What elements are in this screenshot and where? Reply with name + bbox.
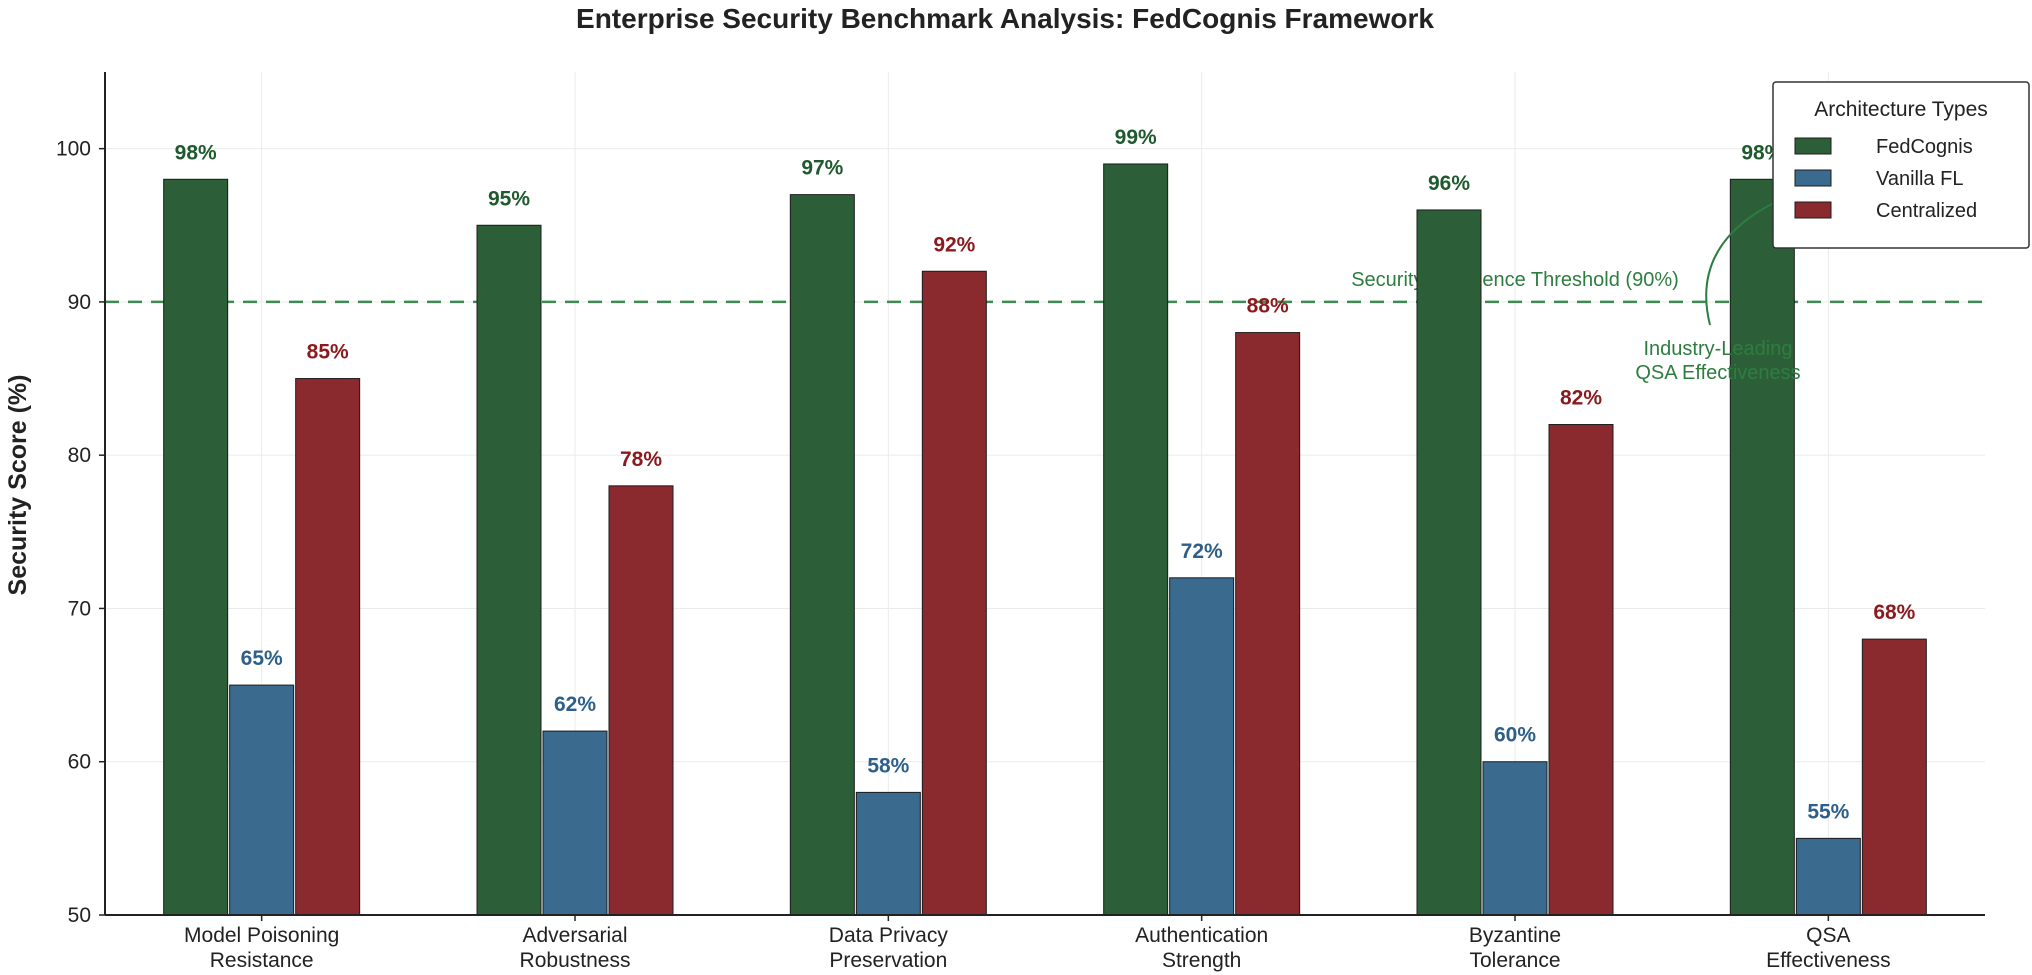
annotation-group: Industry-Leading QSA Effectiveness: [1635, 183, 1824, 384]
data-label-fedcognis: 98%: [175, 141, 217, 164]
bar-vanilla-fl: [229, 684, 295, 916]
data-labels-group: 98% 65% 85% 95% 62% 78% 97% 58% 92% 99% 72% 88% 96% 6…: [175, 126, 1916, 823]
data-label-vanilla-fl: 55%: [1807, 800, 1849, 823]
data-label-vanilla-fl: 72%: [1181, 540, 1223, 563]
bar-fedcognis: [789, 194, 855, 916]
data-label-fedcognis: 95%: [488, 187, 530, 210]
grid: [105, 72, 1985, 916]
bar-centralized: [1235, 332, 1301, 916]
legend-title: Architecture Types: [1814, 98, 1988, 121]
legend-label-fedcognis: FedCognis: [1876, 136, 1973, 158]
bar-vanilla-fl: [1482, 761, 1548, 916]
bar-centralized: [608, 485, 674, 916]
bar-vanilla-fl: [542, 730, 608, 916]
x-tick-label: Adversarial Robustness: [520, 924, 631, 972]
bar-centralized: [1548, 424, 1614, 916]
bar-vanilla-fl: [1795, 837, 1861, 916]
y-tick-label: 100: [56, 138, 91, 161]
axes-group: 50 60 70 80 90 100 Model Poisoning Resistance Ad…: [56, 72, 1985, 972]
legend-swatch-centralized: [1794, 201, 1832, 219]
data-label-fedcognis: 97%: [801, 157, 843, 180]
data-label-vanilla-fl: 58%: [867, 754, 909, 777]
x-tick-label: QSA Effectiveness: [1766, 924, 1891, 972]
data-label-fedcognis: 99%: [1115, 126, 1157, 149]
data-label-fedcognis: 96%: [1428, 172, 1470, 195]
legend-swatch-fedcognis: [1794, 137, 1832, 155]
bar-centralized: [921, 270, 987, 916]
bar-vanilla-fl: [855, 791, 921, 916]
y-tick-label: 90: [68, 291, 91, 314]
bar-fedcognis: [1729, 178, 1795, 916]
annotation-text: Industry-Leading QSA Effectiveness: [1635, 338, 1800, 384]
bar-fedcognis: [476, 224, 542, 916]
data-label-centralized: 88%: [1247, 295, 1289, 318]
chart-title: Enterprise Security Benchmark Analysis: …: [576, 3, 1434, 34]
x-tick-label: Byzantine Tolerance: [1469, 924, 1561, 972]
data-label-centralized: 85%: [307, 341, 349, 364]
threshold-label: Security Excellence Threshold (90%): [1351, 269, 1679, 291]
data-label-vanilla-fl: 60%: [1494, 724, 1536, 747]
y-tick-label: 80: [68, 444, 91, 467]
y-tick-label: 60: [68, 751, 91, 774]
legend-label-vanilla-fl: Vanilla FL: [1876, 168, 1963, 190]
data-label-centralized: 78%: [620, 448, 662, 471]
bar-centralized: [295, 378, 361, 916]
legend-swatch-vanilla-fl: [1794, 169, 1832, 187]
x-tick-label: Model Poisoning Resistance: [184, 924, 339, 972]
bar-fedcognis: [1103, 163, 1169, 916]
data-label-centralized: 68%: [1873, 601, 1915, 624]
bar-vanilla-fl: [1169, 577, 1235, 916]
data-label-centralized: 92%: [933, 233, 975, 256]
y-tick-label: 50: [68, 904, 91, 927]
data-label-centralized: 82%: [1560, 387, 1602, 410]
legend-label-centralized: Centralized: [1876, 200, 1977, 222]
legend: Architecture Types FedCognis Vanilla FL Cen…: [1772, 81, 2030, 249]
legend-box: [1772, 81, 2030, 249]
bar-centralized: [1861, 638, 1927, 916]
bar-fedcognis: [1416, 209, 1482, 916]
y-axis-label: Security Score (%): [4, 375, 32, 596]
x-tick-label: Data Privacy Preservation: [829, 924, 949, 972]
y-tick-label: 70: [68, 597, 91, 620]
bar-fedcognis: [163, 178, 229, 916]
threshold-group: Security Excellence Threshold (90%): [105, 269, 1985, 304]
bars-group: [163, 163, 1927, 916]
data-label-vanilla-fl: 62%: [554, 693, 596, 716]
data-label-vanilla-fl: 65%: [241, 647, 283, 670]
x-tick-label: Authentication Strength: [1135, 924, 1268, 972]
